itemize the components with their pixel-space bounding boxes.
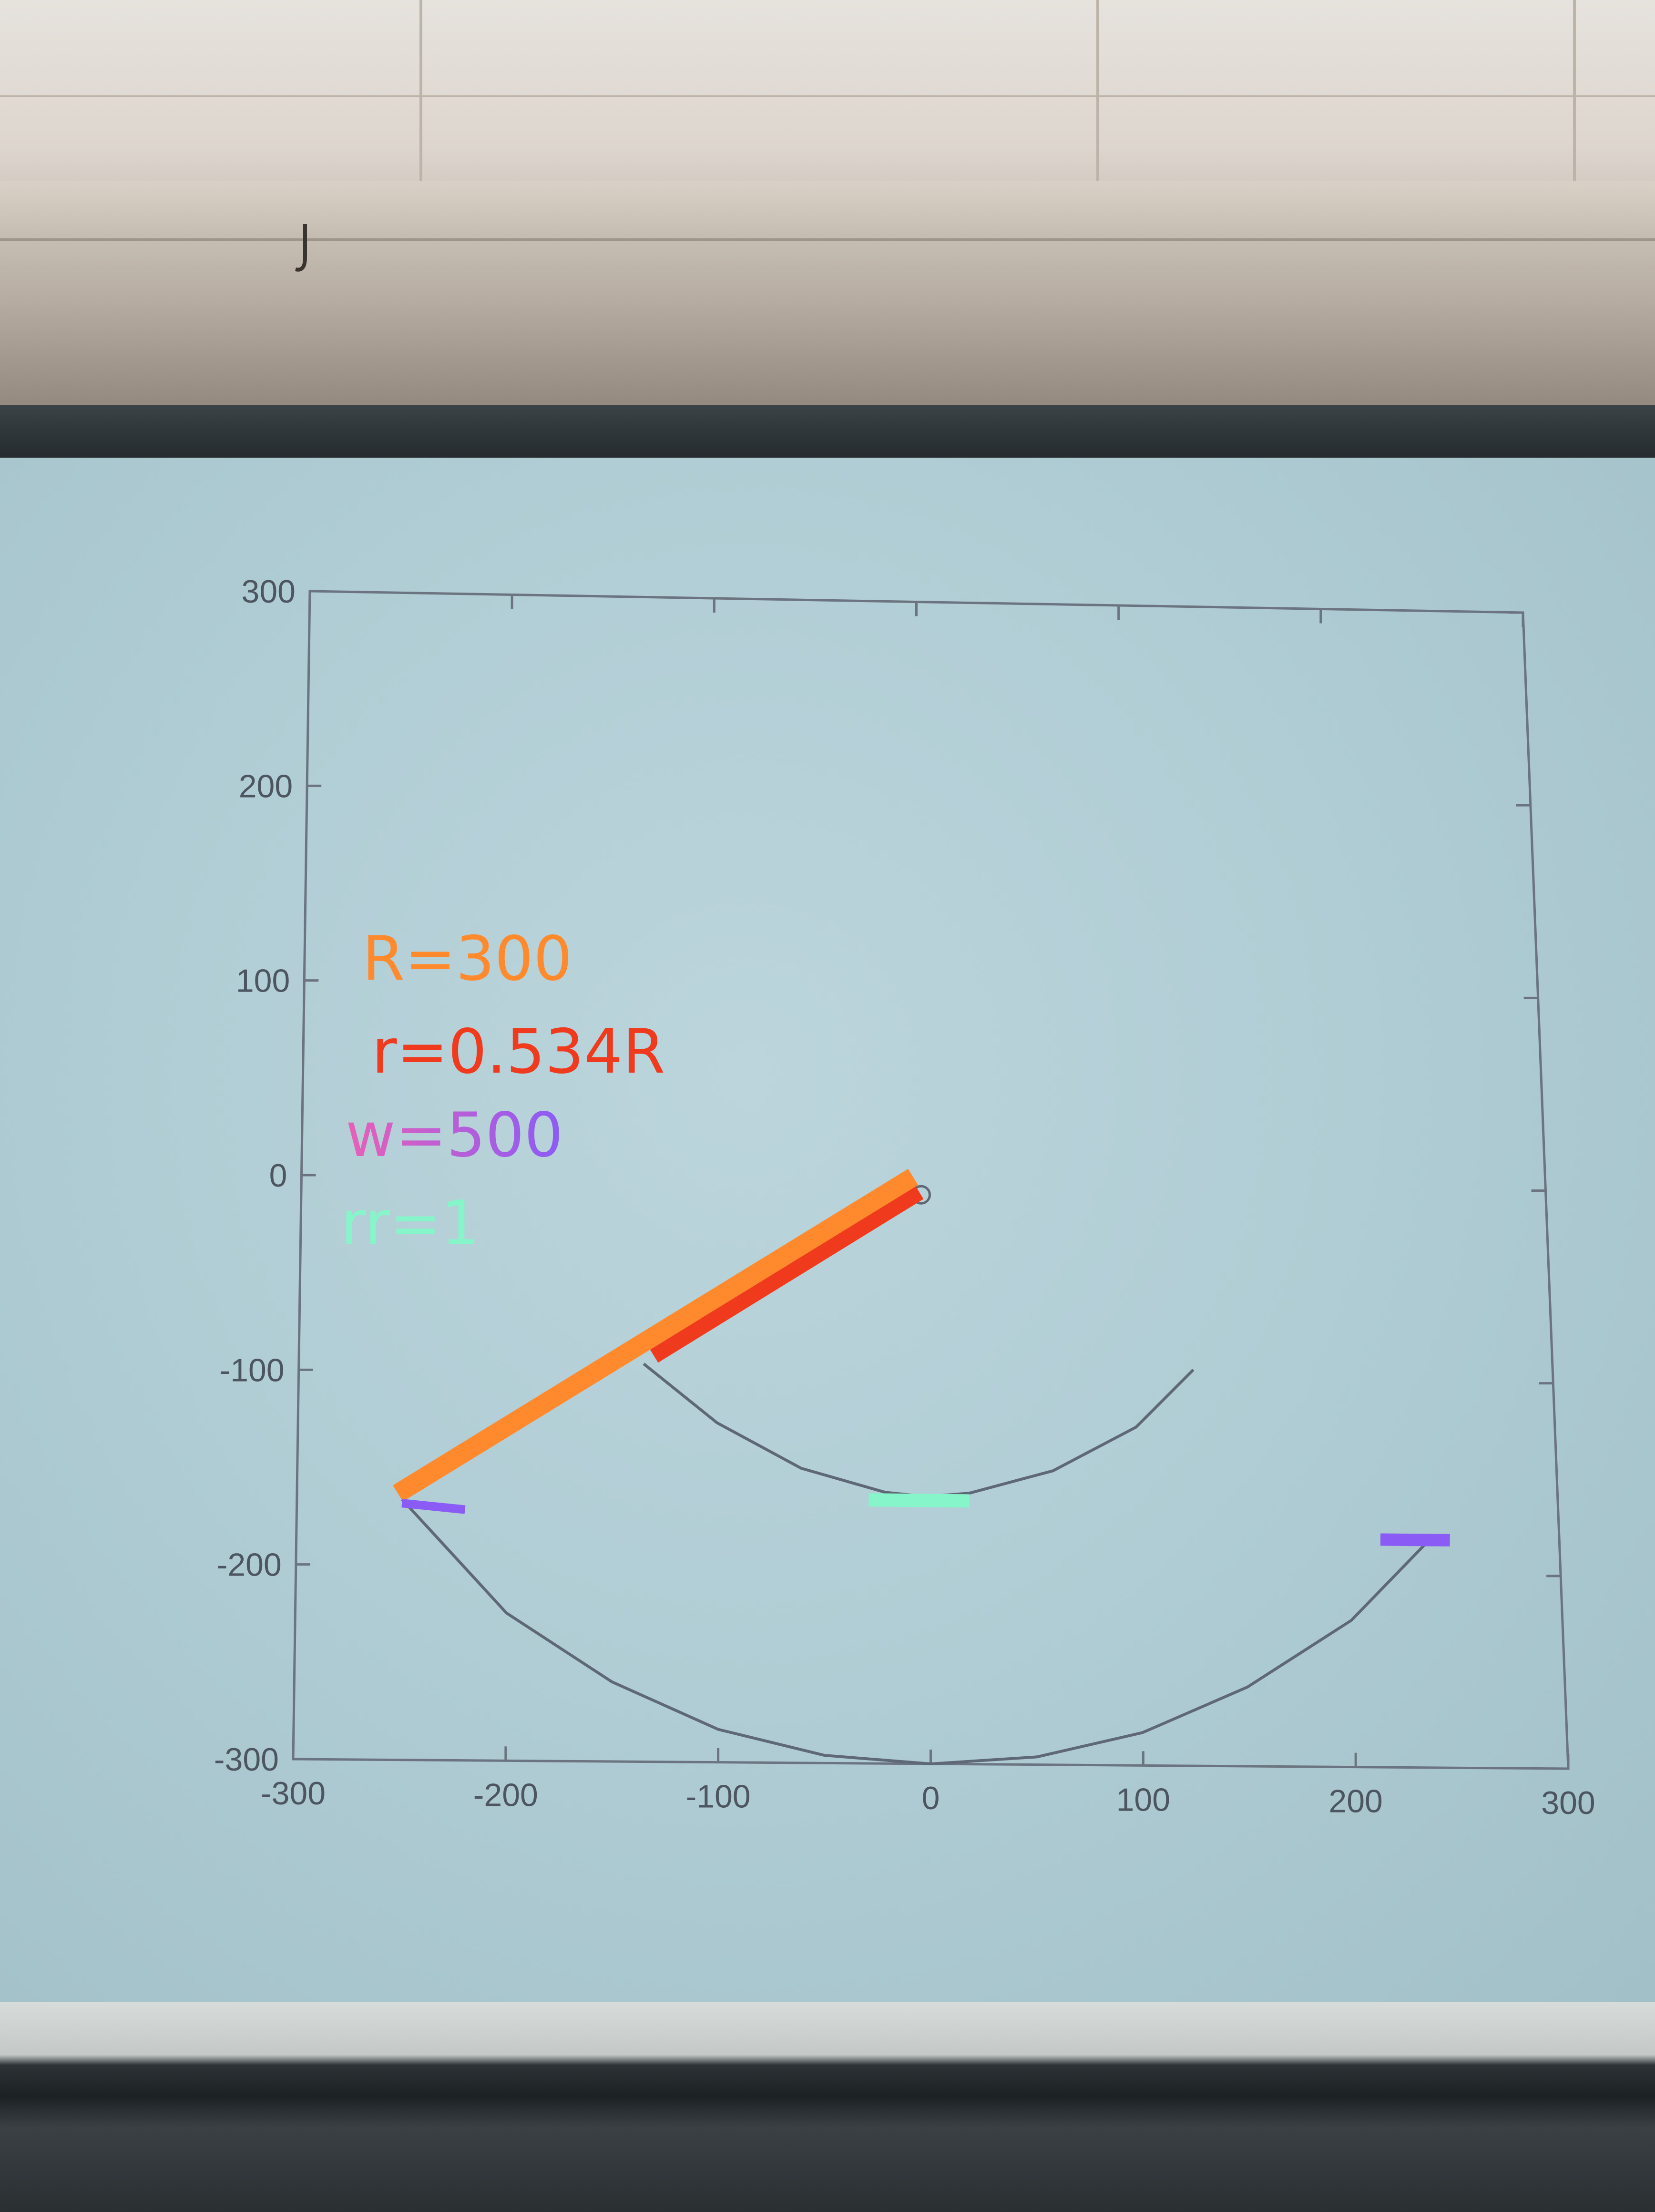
y-tick-label: 200 bbox=[239, 768, 293, 804]
ceiling-tile-seam bbox=[1096, 0, 1099, 181]
annotation-w: w=500 bbox=[346, 1100, 563, 1171]
ceiling-tile-seam bbox=[1573, 0, 1576, 181]
y-tick-label: -200 bbox=[217, 1547, 282, 1583]
x-tick-label: 0 bbox=[922, 1780, 940, 1816]
x-tick-label: -100 bbox=[686, 1779, 751, 1815]
radius-r-stroke bbox=[650, 1186, 924, 1363]
y-tick-label: -100 bbox=[220, 1352, 285, 1388]
ceiling-tile-seam bbox=[419, 0, 422, 181]
y-tick-label: 0 bbox=[269, 1157, 287, 1194]
projector-screen-housing bbox=[0, 405, 1655, 458]
y-tick-label: -300 bbox=[214, 1741, 279, 1778]
ceiling-tile-seam bbox=[0, 95, 1655, 97]
x-tick-labels: -300 -200 -100 0 100 200 300 bbox=[261, 1775, 1595, 1821]
rr-stroke bbox=[868, 1493, 970, 1508]
series-layer bbox=[401, 1185, 1434, 1766]
ceiling-beam bbox=[0, 181, 1655, 241]
inner-arc-series bbox=[643, 1362, 1195, 1498]
annotation-r: r=0.534R bbox=[372, 1016, 665, 1087]
x-tick-label: 200 bbox=[1328, 1783, 1382, 1820]
y-tick-labels: -300 -200 -100 0 100 200 300 bbox=[214, 573, 296, 1778]
marker-strokes bbox=[393, 1168, 1450, 1546]
annotation-R: R=300 bbox=[362, 923, 572, 994]
x-tick-label: -300 bbox=[261, 1775, 326, 1812]
axis-ticks bbox=[292, 590, 1570, 1770]
ceiling-hook-icon bbox=[295, 224, 307, 272]
x-tick-label: -200 bbox=[473, 1777, 538, 1813]
annotation-rr: rr=1 bbox=[341, 1188, 480, 1259]
annotations: R=300 r=0.534R w=500 rr=1 bbox=[341, 923, 665, 1259]
screen-bottom-bar bbox=[0, 2002, 1655, 2212]
x-tick-label: 300 bbox=[1541, 1785, 1595, 1821]
x-tick-label: 100 bbox=[1116, 1782, 1170, 1818]
y-tick-label: 100 bbox=[236, 963, 290, 999]
radius-R-stroke bbox=[393, 1168, 919, 1502]
width-left-stroke bbox=[401, 1499, 466, 1514]
y-tick-label: 300 bbox=[242, 573, 296, 610]
outer-arc-series bbox=[401, 1498, 1434, 1766]
